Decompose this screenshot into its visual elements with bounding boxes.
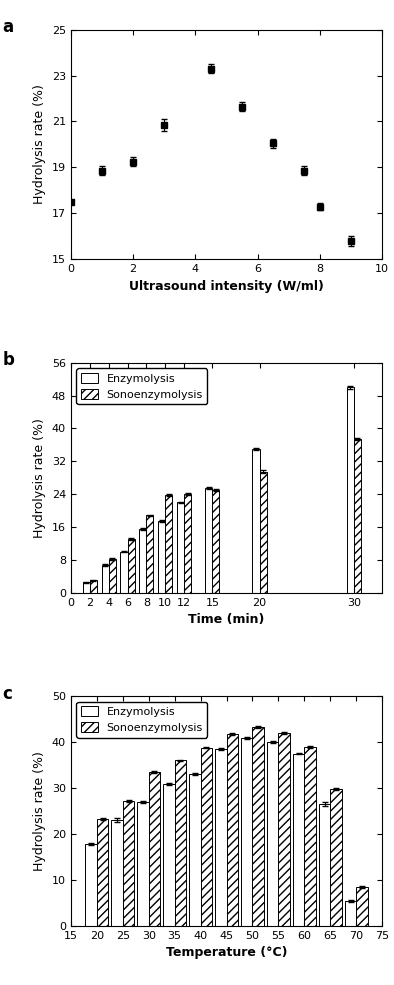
Bar [253,727,264,926]
Bar [212,491,219,593]
Bar [189,774,201,926]
Bar [356,886,368,926]
Bar [97,819,108,926]
Bar [90,580,97,593]
Bar [304,747,316,926]
X-axis label: Ultrasound intensity (W/ml): Ultrasound intensity (W/ml) [129,280,324,293]
Bar [177,502,184,593]
Bar [112,821,123,926]
Bar [201,748,212,926]
Y-axis label: Hydrolysis rate (%): Hydrolysis rate (%) [33,418,46,538]
Bar [241,739,253,926]
Bar [260,472,267,593]
Bar [139,529,147,593]
Bar [102,564,109,593]
Bar [227,734,238,926]
Bar [85,844,97,926]
Bar [147,515,153,593]
Bar [175,760,186,926]
X-axis label: Temperature (°C): Temperature (°C) [166,947,287,959]
Legend: Enzymolysis, Sonoenzymolysis: Enzymolysis, Sonoenzymolysis [76,701,207,738]
Legend: Enzymolysis, Sonoenzymolysis: Enzymolysis, Sonoenzymolysis [76,368,207,405]
Bar [345,900,356,926]
Bar [121,552,128,593]
Bar [109,559,116,593]
Y-axis label: Hydrolysis rate (%): Hydrolysis rate (%) [33,85,46,205]
Text: a: a [2,18,13,36]
Bar [253,449,260,593]
Bar [215,749,227,926]
Bar [123,801,134,926]
Bar [149,772,160,926]
Bar [158,521,165,593]
X-axis label: Time (min): Time (min) [188,613,265,626]
Bar [293,754,304,926]
Y-axis label: Hydrolysis rate (%): Hydrolysis rate (%) [33,751,46,871]
Text: b: b [2,352,14,369]
Bar [330,789,342,926]
Bar [83,582,90,593]
Bar [354,438,361,593]
Bar [319,804,330,926]
Bar [347,387,354,593]
Bar [184,494,191,593]
Bar [165,494,172,593]
Text: c: c [2,685,12,702]
Bar [205,488,212,593]
Bar [267,742,279,926]
Bar [138,802,149,926]
Bar [279,733,290,926]
Bar [128,540,135,593]
Bar [163,784,175,926]
